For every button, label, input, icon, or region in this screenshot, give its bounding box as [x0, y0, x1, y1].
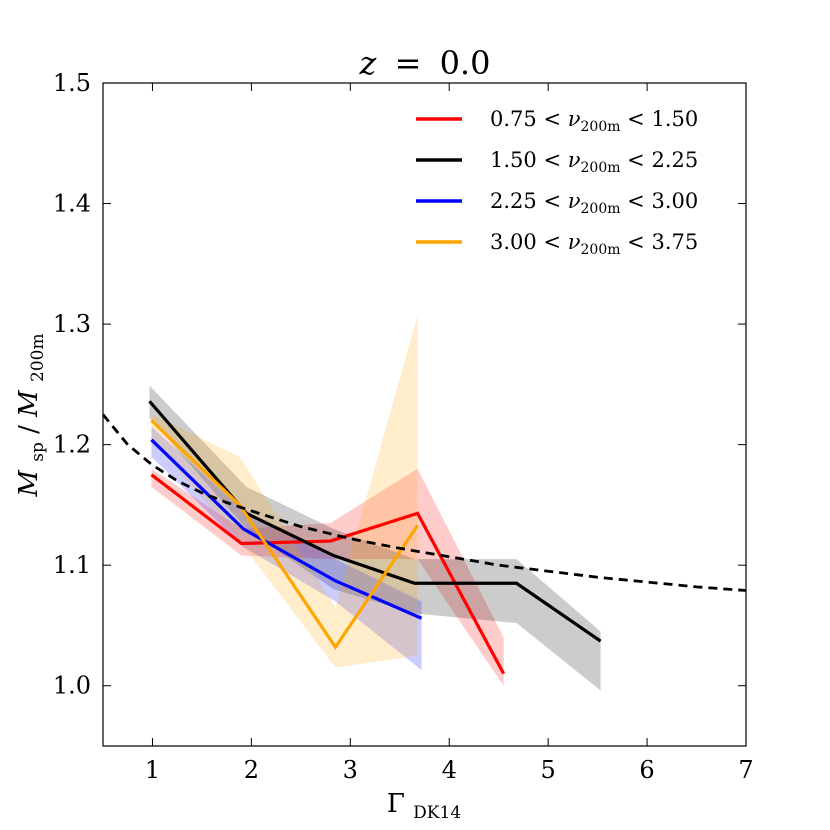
- tick-labels: 1 2 3 4 5 6 7 1.0 1.1 1.2 1.3 1.4 1.5: [53, 69, 754, 784]
- x-tick-label: 2: [244, 756, 259, 784]
- legend-label-part: <: [621, 148, 652, 172]
- legend-label-3: 2.25 < ν200m < 3.00: [490, 189, 698, 217]
- legend-label-part: <: [621, 189, 652, 213]
- x-axis-symbol: Γ: [387, 789, 405, 819]
- legend-label-part: 200m: [581, 119, 621, 135]
- chart-title: z = 0.0: [359, 44, 491, 82]
- title-var: z: [359, 44, 378, 82]
- y-tick-label: 1.0: [53, 672, 91, 700]
- title-value: 0.0: [440, 44, 491, 82]
- x-tick-label: 1: [145, 756, 160, 784]
- error-band-series-1: [151, 468, 504, 686]
- legend-label-part: ν: [568, 148, 581, 172]
- error-band-series-2: [149, 385, 601, 691]
- x-tick-label: 5: [541, 756, 556, 784]
- x-tick-label: 6: [639, 756, 654, 784]
- y-tick-label: 1.5: [53, 69, 91, 97]
- legend-label-part: 200m: [581, 201, 621, 217]
- legend-label-part: 1.50: [651, 107, 698, 131]
- legend-label-part: <: [621, 107, 652, 131]
- y-axis-num-sub: sp: [28, 442, 48, 462]
- y-tick-label: 1.2: [53, 431, 91, 459]
- plot-frame: [102, 82, 747, 747]
- legend-label-part: 200m: [581, 242, 621, 258]
- series-lines: [103, 400, 746, 675]
- x-axis-subscript: DK14: [413, 803, 461, 823]
- y-tick-label: 1.4: [53, 190, 91, 218]
- series-line-1: [150, 473, 506, 675]
- legend-label-part: ν: [568, 189, 581, 213]
- y-axis-label: M sp / M 200m: [14, 333, 50, 497]
- legend-label-part: <: [537, 230, 568, 254]
- legend-label-part: <: [537, 189, 568, 213]
- series-line-3: [150, 438, 423, 620]
- series-line-4: [150, 419, 419, 651]
- y-axis-slash: /: [14, 425, 44, 434]
- legend-label-part: 0.75: [490, 107, 537, 131]
- x-tick-label: 4: [442, 756, 457, 784]
- legend-label-part: ν: [568, 230, 581, 254]
- legend: 0.75 < ν200m < 1.501.50 < ν200m < 2.252.…: [416, 107, 698, 258]
- legend-label-part: 2.25: [651, 148, 698, 172]
- legend-label-4: 3.00 < ν200m < 3.75: [490, 230, 698, 258]
- legend-label-part: 1.50: [490, 148, 537, 172]
- y-axis-num: M: [14, 469, 44, 498]
- legend-label-part: 3.00: [651, 189, 698, 213]
- legend-label-part: <: [537, 107, 568, 131]
- legend-label-1: 0.75 < ν200m < 1.50: [490, 107, 698, 135]
- model-curve-dashed: [103, 413, 746, 592]
- y-tick-label: 1.1: [53, 551, 91, 579]
- y-axis-den: M: [14, 389, 44, 418]
- title-eq: =: [395, 44, 422, 82]
- error-bands: [149, 315, 601, 691]
- legend-label-part: <: [621, 230, 652, 254]
- legend-label-part: 200m: [581, 160, 621, 176]
- error-band-series-4: [151, 315, 418, 668]
- legend-label-part: <: [537, 148, 568, 172]
- y-tick-label: 1.3: [53, 310, 91, 338]
- legend-label-part: 2.25: [490, 189, 537, 213]
- y-axis-den-sub: 200m: [28, 333, 48, 382]
- x-tick-label: 3: [343, 756, 358, 784]
- legend-label-part: 3.00: [490, 230, 537, 254]
- legend-label-part: 3.75: [651, 230, 698, 254]
- legend-label-2: 1.50 < ν200m < 2.25: [490, 148, 698, 176]
- x-axis-label: Γ DK14: [387, 789, 461, 823]
- error-band-series-3: [151, 426, 422, 671]
- legend-label-part: ν: [568, 107, 581, 131]
- x-tick-label: 7: [738, 756, 753, 784]
